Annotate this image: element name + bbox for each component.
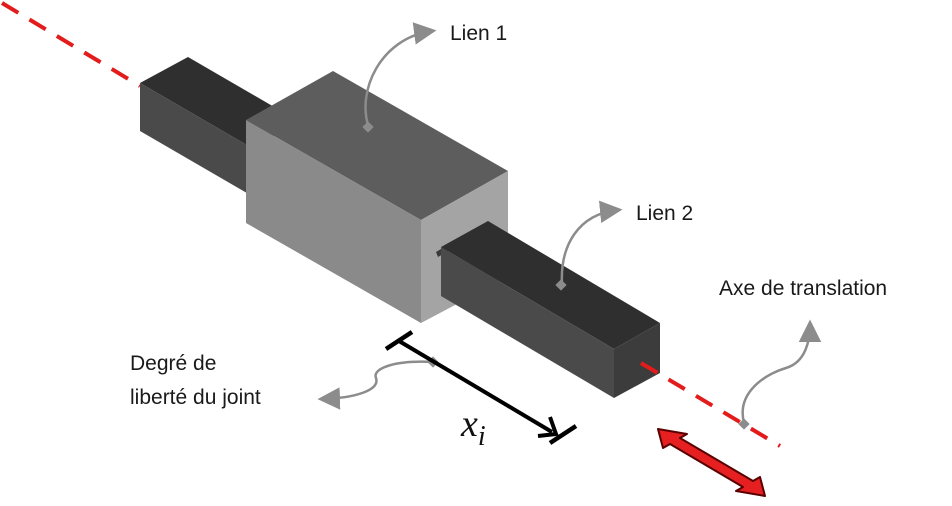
link2-bar xyxy=(441,221,660,398)
joint-variable-label: xi xyxy=(460,403,486,452)
translation-axis-upper xyxy=(0,1,142,88)
link2-anchor xyxy=(555,279,567,291)
link2-callout xyxy=(560,200,623,285)
link1-callout xyxy=(364,22,437,129)
dof-callout xyxy=(317,360,434,410)
joint-variable-arrow xyxy=(384,330,578,445)
dof-label-line2: liberté du joint xyxy=(130,386,261,409)
motion-double-arrow xyxy=(657,428,766,497)
link1-label: Lien 1 xyxy=(450,22,507,45)
translation-axis-lower xyxy=(639,361,782,448)
axis-anchor xyxy=(738,418,750,430)
dof-label-line1: Degré de xyxy=(130,352,216,375)
joint-variable-base: x xyxy=(460,403,478,445)
joint-variable-subscript: i xyxy=(478,421,486,452)
axis-label: Axe de translation xyxy=(719,277,887,300)
link2-label: Lien 2 xyxy=(636,202,693,225)
axis-callout xyxy=(741,319,822,424)
